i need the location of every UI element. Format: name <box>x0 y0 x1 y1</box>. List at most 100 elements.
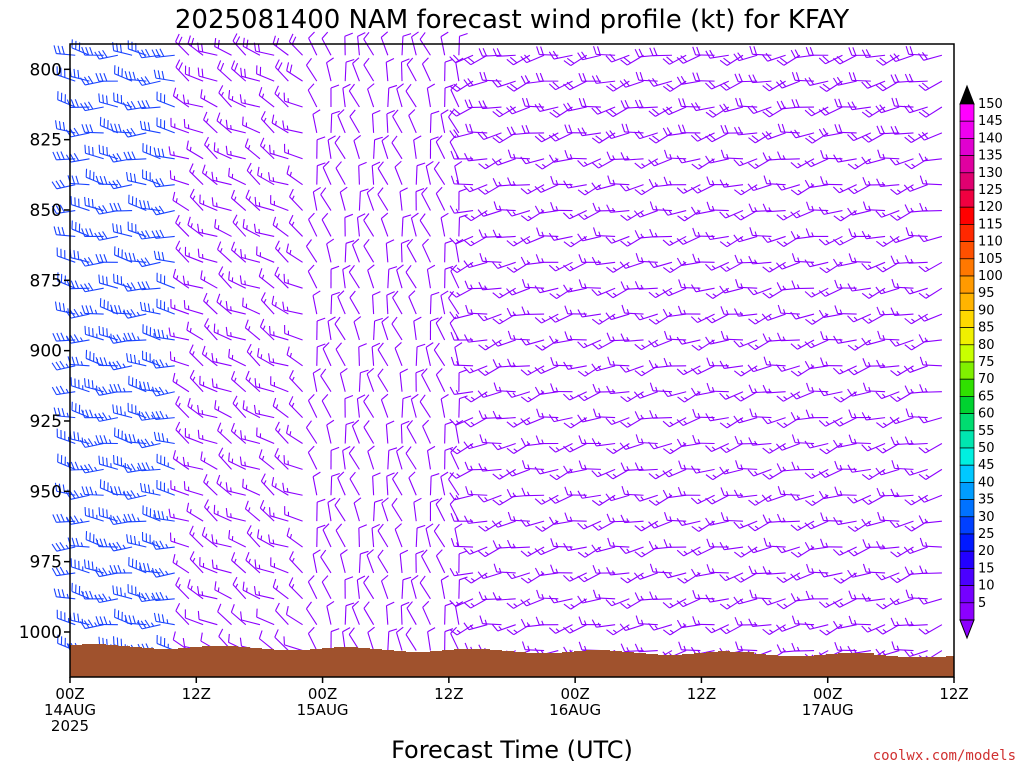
barb-staff <box>175 610 190 626</box>
barb-half-feather <box>258 228 261 234</box>
barb-staff <box>344 424 347 444</box>
barb-feather <box>130 100 136 109</box>
barb-half-feather <box>80 542 84 547</box>
wind-barb <box>183 118 204 134</box>
wind-barb <box>184 609 204 626</box>
barb-feather <box>183 118 186 128</box>
wind-barb <box>80 101 104 112</box>
barb-feather <box>374 499 383 503</box>
barb-feather <box>172 372 176 382</box>
barb-half-feather <box>79 311 84 316</box>
wind-barb <box>270 195 289 212</box>
barb-feather <box>345 240 355 244</box>
wind-barb <box>122 463 147 473</box>
barb-feather <box>70 461 75 471</box>
barb-feather <box>139 482 143 492</box>
wind-barb <box>153 69 175 82</box>
barb-feather <box>137 462 143 471</box>
barb-staff <box>128 383 147 393</box>
wind-barb <box>327 316 336 341</box>
wind-barb <box>186 140 204 160</box>
wind-barb <box>218 266 232 289</box>
barb-staff <box>286 354 303 367</box>
barb-feather <box>75 175 80 185</box>
barb-staff <box>127 106 147 111</box>
wind-barb <box>242 219 261 237</box>
wind-barb <box>110 485 133 496</box>
barb-feather <box>113 202 118 212</box>
barb-staff <box>344 62 347 82</box>
barb-half-feather <box>166 619 169 624</box>
barb-half-feather <box>203 95 206 100</box>
barb-feather <box>326 57 334 64</box>
barb-staff <box>187 405 204 419</box>
wind-barb <box>169 170 190 186</box>
barb-feather <box>357 575 366 581</box>
barb-half-feather <box>246 406 248 411</box>
wind-barb <box>217 241 232 263</box>
wind-barb <box>371 109 381 133</box>
barb-feather <box>151 411 157 420</box>
barb-staff <box>330 476 333 496</box>
barb-feather <box>56 514 61 523</box>
barb-feather <box>352 238 360 246</box>
wind-barb <box>81 124 104 134</box>
barb-feather <box>239 637 243 647</box>
wind-barb <box>151 591 175 602</box>
barb-feather <box>53 45 57 54</box>
barb-feather <box>151 49 157 58</box>
wind-barb <box>156 272 175 289</box>
barb-feather <box>197 404 200 414</box>
barb-feather <box>141 100 147 109</box>
barb-feather <box>286 424 289 434</box>
barb-staff <box>241 619 261 626</box>
barb-feather <box>271 477 275 486</box>
barb-feather <box>99 538 104 547</box>
barb-feather <box>268 353 271 362</box>
barb-feather <box>286 527 290 537</box>
wind-barb <box>199 557 218 574</box>
wind-barb <box>321 394 332 418</box>
barb-feather <box>161 511 165 520</box>
barb-staff <box>127 158 147 161</box>
barb-staff <box>257 356 275 367</box>
barb-feather <box>102 593 108 602</box>
wind-barb <box>80 75 104 86</box>
wind-barb <box>151 229 175 239</box>
barb-staff <box>308 219 318 237</box>
barb-staff <box>334 323 346 341</box>
barb-feather <box>141 49 147 58</box>
barb-staff <box>255 231 275 237</box>
barb-feather <box>98 325 101 335</box>
barb-staff <box>610 158 630 161</box>
wind-barb <box>305 601 318 625</box>
barb-half-feather <box>122 518 126 523</box>
barb-feather <box>89 124 94 133</box>
barb-feather <box>51 362 58 371</box>
barb-feather <box>59 385 65 394</box>
barb-feather <box>139 381 143 390</box>
barb-feather <box>339 186 348 193</box>
barb-staff <box>260 145 275 160</box>
wind-barb <box>211 559 232 574</box>
barb-feather <box>155 178 161 187</box>
wind-barb <box>201 527 218 548</box>
barb-feather <box>151 592 157 601</box>
barb-staff <box>366 192 375 211</box>
barb-feather <box>216 112 221 121</box>
wind-barb <box>156 117 175 134</box>
barb-feather <box>98 413 104 421</box>
wind-barb <box>65 153 90 163</box>
wind-barb <box>288 214 303 237</box>
wind-barb <box>199 194 218 212</box>
wind-barb <box>282 482 303 496</box>
barb-feather <box>316 136 326 141</box>
barb-staff <box>255 412 275 419</box>
barb-half-feather <box>192 532 195 537</box>
wind-barb <box>285 606 303 626</box>
barb-feather <box>112 516 118 525</box>
wind-barb <box>156 91 175 108</box>
barb-staff <box>127 132 147 138</box>
barb-half-feather <box>235 583 239 588</box>
